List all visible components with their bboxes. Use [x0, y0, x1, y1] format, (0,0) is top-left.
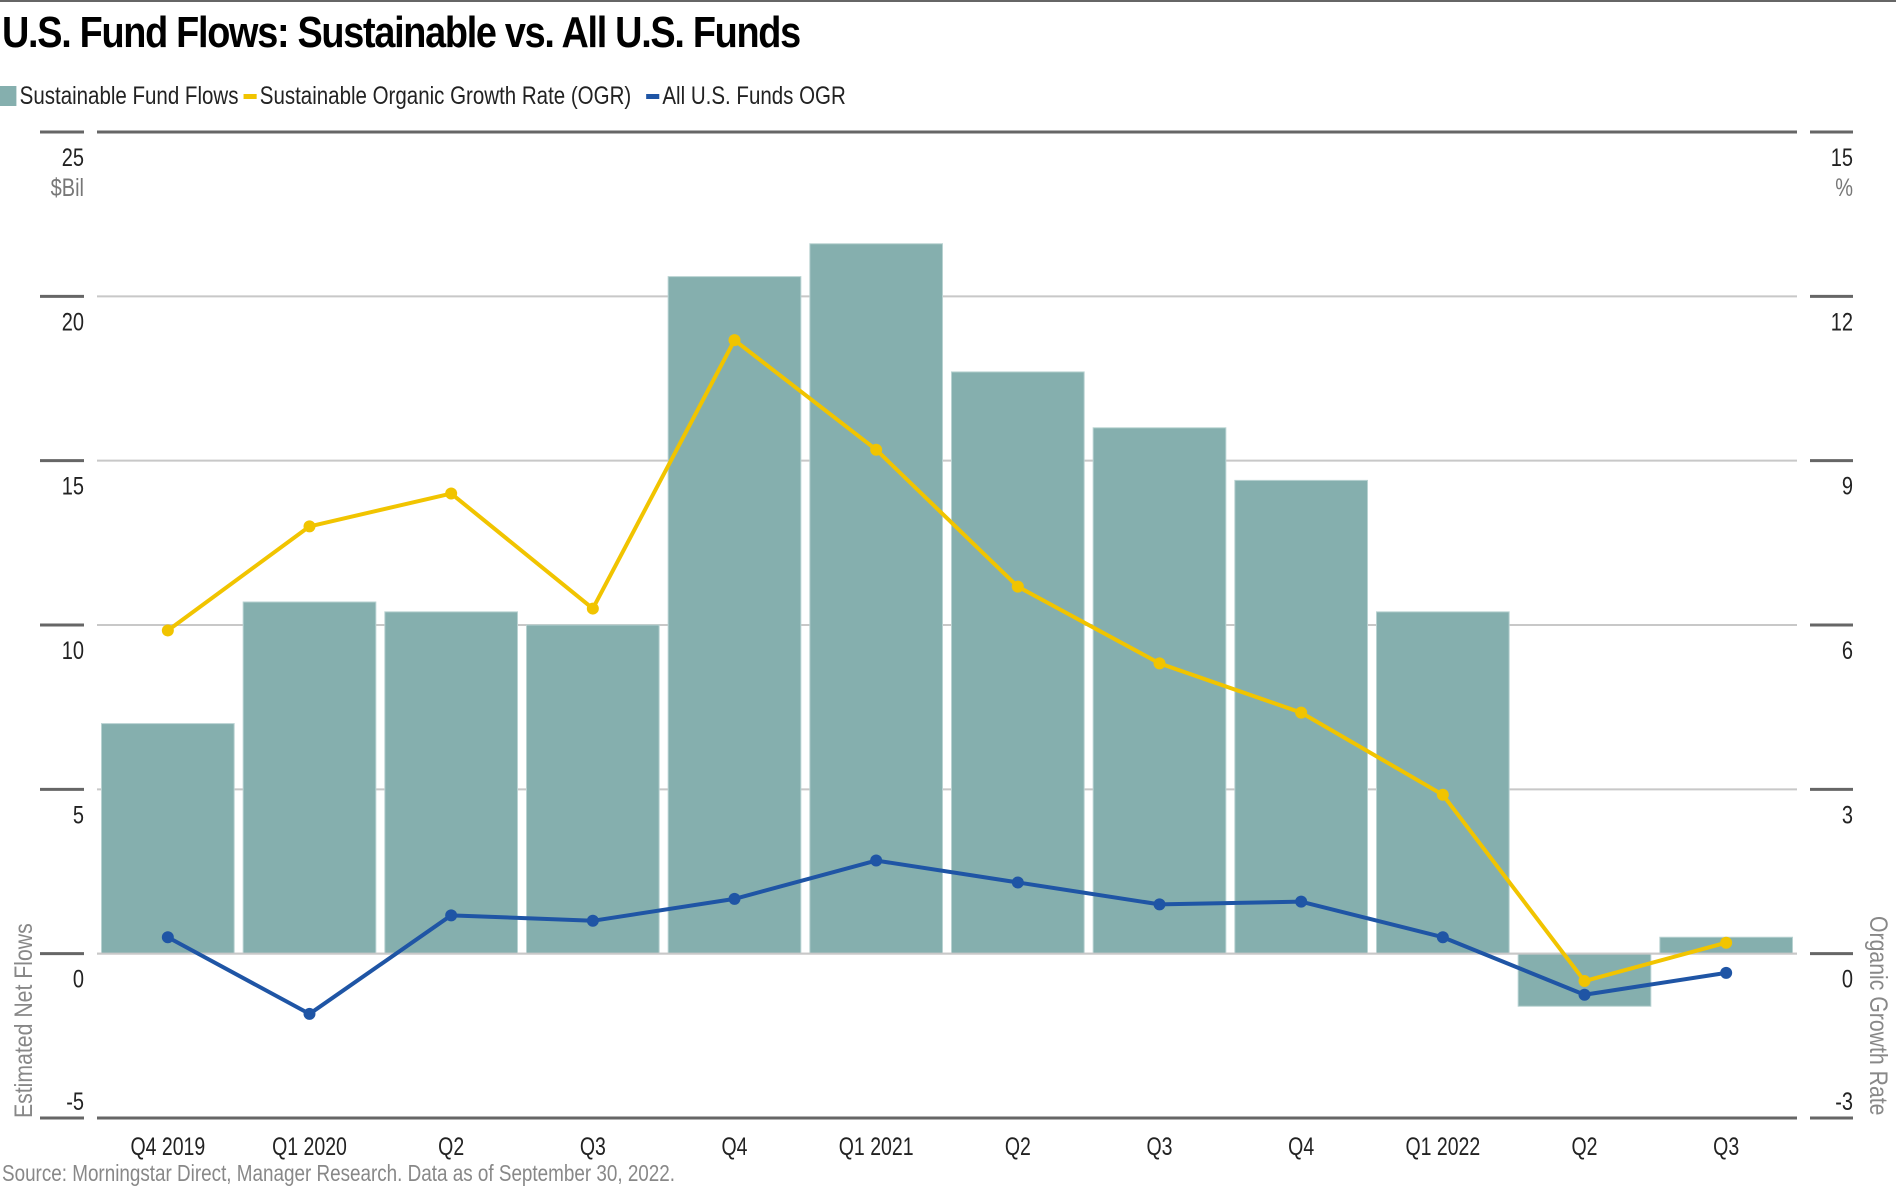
right-tick-label: 15	[1831, 144, 1853, 172]
bar	[1234, 479, 1369, 955]
left-tick-label: -5	[66, 1088, 84, 1116]
data-point	[1153, 657, 1166, 670]
right-tick-label: 9	[1842, 473, 1853, 501]
legend: Sustainable Fund Flows Sustainable Organ…	[0, 80, 851, 112]
right-tick-label: 12	[1831, 308, 1853, 336]
legend-item-sustainable-flows: Sustainable Fund Flows	[0, 82, 238, 111]
x-tick-label: Q4	[1288, 1133, 1314, 1161]
data-point	[586, 914, 599, 927]
source-note: Source: Morningstar Direct, Manager Rese…	[2, 1160, 676, 1186]
right-tick-label: 6	[1842, 637, 1853, 665]
all-funds-ogr-line	[166, 858, 1727, 1016]
bar	[951, 371, 1085, 955]
left-tick-label: 25	[62, 144, 84, 172]
data-point	[1011, 876, 1024, 889]
data-point	[728, 334, 741, 347]
bar	[101, 723, 235, 955]
legend-label: Sustainable Organic Growth Rate (OGR)	[259, 81, 632, 110]
top-rule	[0, 0, 1896, 2]
left-tick-label: 5	[73, 801, 84, 829]
line-series	[161, 334, 1733, 1020]
data-point	[445, 487, 458, 500]
bar	[667, 276, 802, 955]
legend-label: Sustainable Fund Flows	[19, 81, 239, 110]
x-tick-label: Q2	[1572, 1133, 1598, 1161]
data-point	[303, 1007, 316, 1020]
data-point	[161, 931, 174, 944]
left-axis-unit: $Bil	[51, 174, 84, 202]
x-tick-label: Q4	[722, 1133, 748, 1161]
data-point	[870, 443, 883, 456]
bar	[1092, 427, 1227, 955]
data-point	[728, 892, 741, 905]
data-point	[1578, 975, 1591, 988]
x-tick-label: Q4 2019	[130, 1133, 205, 1161]
right-tick-label: 3	[1842, 801, 1853, 829]
x-tick-label: Q3	[580, 1133, 606, 1161]
axes: -5 -3 0 0 5 3 10 6 15 9 20 12 25 15 $Bil % Estimated Net…	[9, 130, 1893, 1161]
data-point	[1436, 788, 1449, 801]
chart-title: U.S. Fund Flows: Sustainable vs. All U.S…	[2, 8, 801, 57]
data-point	[586, 602, 599, 615]
bar-series	[97, 243, 1797, 1007]
data-point	[1295, 895, 1308, 908]
data-point	[1436, 931, 1449, 944]
x-tick-label: Q1 2022	[1405, 1133, 1480, 1161]
right-axis-unit: %	[1835, 174, 1853, 202]
x-tick-label: Q1 2020	[272, 1133, 347, 1161]
legend-item-all-funds-ogr: All U.S. Funds OGR	[645, 81, 846, 111]
left-tick-label: 20	[62, 308, 84, 336]
x-tick-label: Q2	[1005, 1133, 1031, 1161]
x-tick-label: Q3	[1147, 1133, 1173, 1161]
left-axis-title: Estimated Net Flows	[9, 923, 37, 1118]
data-point	[303, 520, 316, 533]
bar	[242, 601, 377, 955]
x-tick-label: Q2	[438, 1133, 464, 1161]
data-point	[1153, 898, 1166, 911]
right-axis-title: Organic Growth Rate	[1865, 916, 1893, 1115]
x-tick-label: Q1 2021	[839, 1133, 914, 1161]
bar	[526, 624, 660, 955]
legend-label: All U.S. Funds OGR	[662, 81, 846, 110]
sustainable-ogr-line	[166, 338, 1727, 984]
left-tick-label: 0	[73, 966, 84, 994]
data-point	[161, 624, 174, 637]
data-point	[1578, 988, 1591, 1001]
legend-swatch-bar	[0, 86, 17, 106]
legend-swatch-line	[645, 93, 660, 99]
bar	[809, 243, 943, 955]
legend-item-sustainable-ogr: Sustainable Organic Growth Rate (OGR)	[243, 82, 631, 111]
right-tick-label: 0	[1842, 966, 1853, 994]
bar	[384, 611, 519, 955]
data-point	[1011, 580, 1024, 593]
data-point	[445, 909, 458, 922]
legend-swatch-line	[243, 93, 257, 99]
bar	[1376, 611, 1510, 955]
data-point	[1295, 706, 1308, 719]
data-point	[1720, 936, 1733, 949]
left-tick-label: 15	[62, 473, 84, 501]
x-tick-label: Q3	[1713, 1133, 1739, 1161]
left-tick-label: 10	[62, 637, 84, 665]
data-point	[1720, 966, 1733, 979]
data-point	[870, 854, 883, 867]
right-tick-label: -3	[1835, 1088, 1853, 1116]
